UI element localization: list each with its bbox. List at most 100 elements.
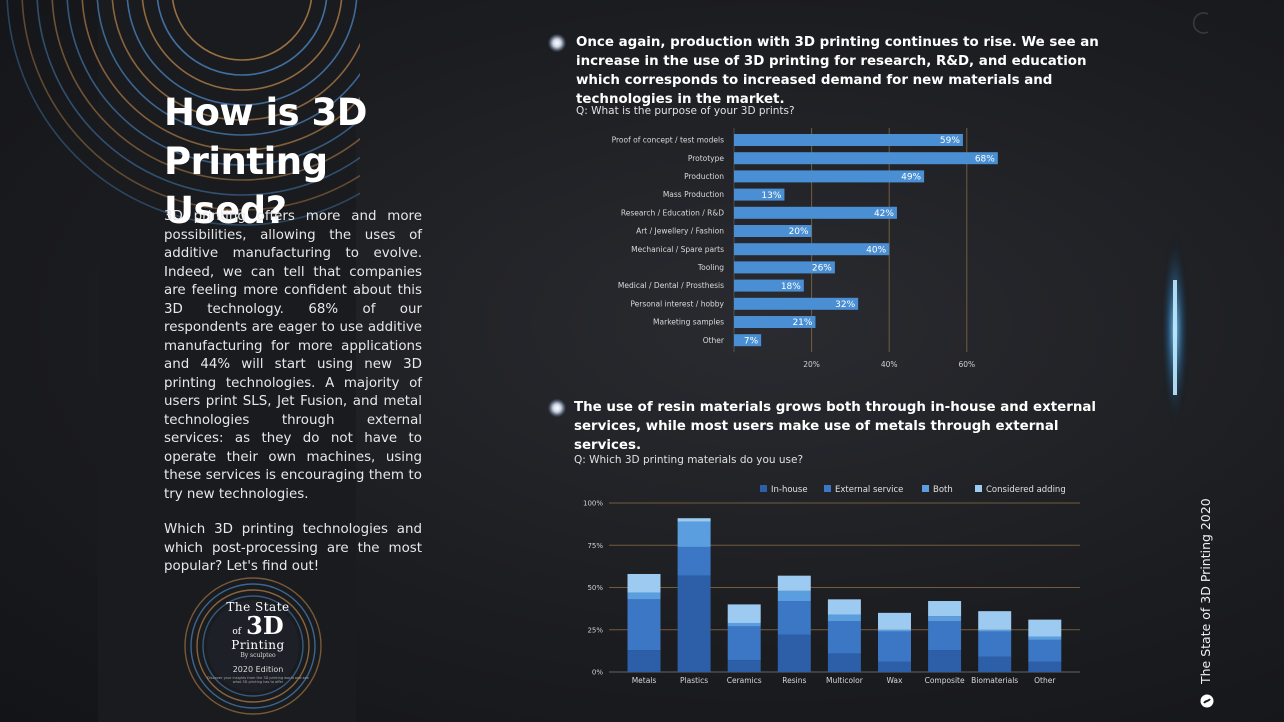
chart1-category-label: Prototype xyxy=(688,154,725,163)
left-panel xyxy=(98,0,356,722)
chart2-category-label: Composite xyxy=(925,676,965,685)
chart1-bar xyxy=(734,206,897,219)
page-title: How is 3D Printing Used? xyxy=(164,88,444,235)
chart1-category-label: Other xyxy=(703,336,725,345)
chart1-bar xyxy=(734,316,816,328)
cover-line-2: 3D xyxy=(246,611,284,640)
chart2-bar-segment xyxy=(878,631,911,662)
chart2-y-tick-label: 100% xyxy=(583,500,603,508)
chart1-value-label: 49% xyxy=(901,173,921,183)
chart2-bar-segment xyxy=(677,546,711,576)
chart2-category-label: Plastics xyxy=(680,676,708,685)
chart1-value-label: 20% xyxy=(789,227,809,237)
chart2-bar-segment xyxy=(827,599,861,615)
chart1-x-tick-label: 20% xyxy=(803,360,820,369)
chart2-bar-segment xyxy=(878,612,911,630)
chart1-bar xyxy=(734,279,804,292)
report-cover-badge xyxy=(184,577,322,715)
chart2-y-tick-label: 25% xyxy=(587,626,603,634)
chart2-bar-segment xyxy=(978,629,1012,632)
chart2-bar-segment xyxy=(928,601,962,617)
chart2-bar-segment xyxy=(677,521,711,547)
section2-question: Q: Which 3D printing materials do you us… xyxy=(574,454,804,466)
chart2-bar-segment xyxy=(978,656,1012,672)
chart2-bar-segment xyxy=(928,650,962,672)
chart2-bar-segment xyxy=(928,621,962,651)
cover-edition: 2020 Edition xyxy=(232,665,284,674)
chart2-bar-segment xyxy=(878,629,911,632)
chart2-bar-segment xyxy=(627,599,661,651)
chart2-bar-segment xyxy=(727,626,761,661)
chart1-bar xyxy=(734,225,812,237)
chart2-category-label: Ceramics xyxy=(727,676,762,685)
chart2-bar-segment xyxy=(1028,661,1062,672)
intro-paragraph-2: Which 3D printing technologies and which… xyxy=(164,522,422,574)
chart2-bar-segment xyxy=(777,590,811,602)
chart1-x-tick-label: 40% xyxy=(881,360,898,369)
chart1-value-label: 40% xyxy=(866,245,886,255)
chart1-value-label: 18% xyxy=(781,282,801,292)
chart2-legend-swatch xyxy=(824,485,831,492)
chart1-bar xyxy=(734,243,890,256)
chart2-category-label: Resins xyxy=(782,676,806,685)
section1-question: Q: What is the purpose of your 3D prints… xyxy=(576,105,795,117)
chart1-value-label: 42% xyxy=(874,209,894,219)
chart2-y-tick-label: 0% xyxy=(592,669,603,677)
page-title-line2: Printing Used? xyxy=(164,140,328,232)
cover-line-3: Printing xyxy=(231,638,285,652)
chart2-legend-label: Both xyxy=(933,485,953,495)
chart2-category-label: Wax xyxy=(887,676,904,685)
chart1-value-label: 13% xyxy=(761,191,781,201)
cover-of: of xyxy=(232,627,242,637)
decorative-rings xyxy=(6,0,360,226)
chart1-category-label: Marketing samples xyxy=(653,318,724,327)
chart1-category-label: Tooling xyxy=(697,263,724,272)
chart2-bar-segment xyxy=(827,653,861,672)
corner-arc-icon xyxy=(1192,12,1209,34)
chart1-category-label: Art / Jewellery / Fashion xyxy=(636,227,724,236)
chart2-bar-segment xyxy=(727,660,761,672)
chart2-bar-segment xyxy=(627,573,661,593)
side-report-title: The State of 3D Printing 2020 xyxy=(1198,498,1213,684)
chart2-legend-swatch xyxy=(922,485,929,492)
chart2-legend-swatch xyxy=(975,485,982,492)
cover-line-1: The State xyxy=(226,600,290,614)
chart1-bar xyxy=(734,134,963,146)
chart1-value-label: 26% xyxy=(812,264,832,274)
chart2-bar-segment xyxy=(1028,636,1062,640)
report-cover-text: The State of 3D Printing By sculpteo 202… xyxy=(203,600,313,684)
cover-by: By sculpteo xyxy=(240,652,276,659)
chart2-bar-segment xyxy=(928,616,962,622)
chart2-bar-segment xyxy=(777,634,811,672)
chart1-value-label: 68% xyxy=(975,154,995,164)
chart2-bar-segment xyxy=(827,614,861,622)
chart2-bar-segment xyxy=(777,575,811,591)
chart1-bar xyxy=(734,188,785,201)
side-light-accent xyxy=(1160,230,1190,430)
chart2-bar-segment xyxy=(978,631,1012,657)
chart1-category-label: Mass Production xyxy=(663,190,724,199)
chart1-value-label: 7% xyxy=(744,336,759,346)
chart2-bar-segment xyxy=(727,622,761,627)
chart2-bar-segment xyxy=(978,611,1012,630)
section2-bullet-icon xyxy=(548,399,566,417)
chart1-value-label: 21% xyxy=(792,318,812,328)
chart1-value-label: 59% xyxy=(940,136,960,146)
chart1-category-label: Medical / Dental / Prosthesis xyxy=(618,281,724,290)
chart1-bar xyxy=(734,334,762,347)
chart2-bar-segment xyxy=(827,621,861,654)
intro-paragraph-1: 3D printing offers more and more possibi… xyxy=(164,209,422,502)
chart1-bar xyxy=(734,170,925,183)
chart1-x-tick-label: 60% xyxy=(958,360,975,369)
chart1-value-label: 32% xyxy=(835,300,855,310)
chart2-bar-segment xyxy=(777,601,811,635)
chart2-category-label: Other xyxy=(1034,676,1056,685)
chart1-bar xyxy=(734,152,998,165)
chart2-bar-segment xyxy=(878,661,911,672)
chart2-y-tick-label: 50% xyxy=(587,584,603,592)
chart1-category-label: Personal interest / hobby xyxy=(630,299,724,308)
chart2-legend-swatch xyxy=(760,485,767,492)
chart1-bar xyxy=(734,297,859,310)
